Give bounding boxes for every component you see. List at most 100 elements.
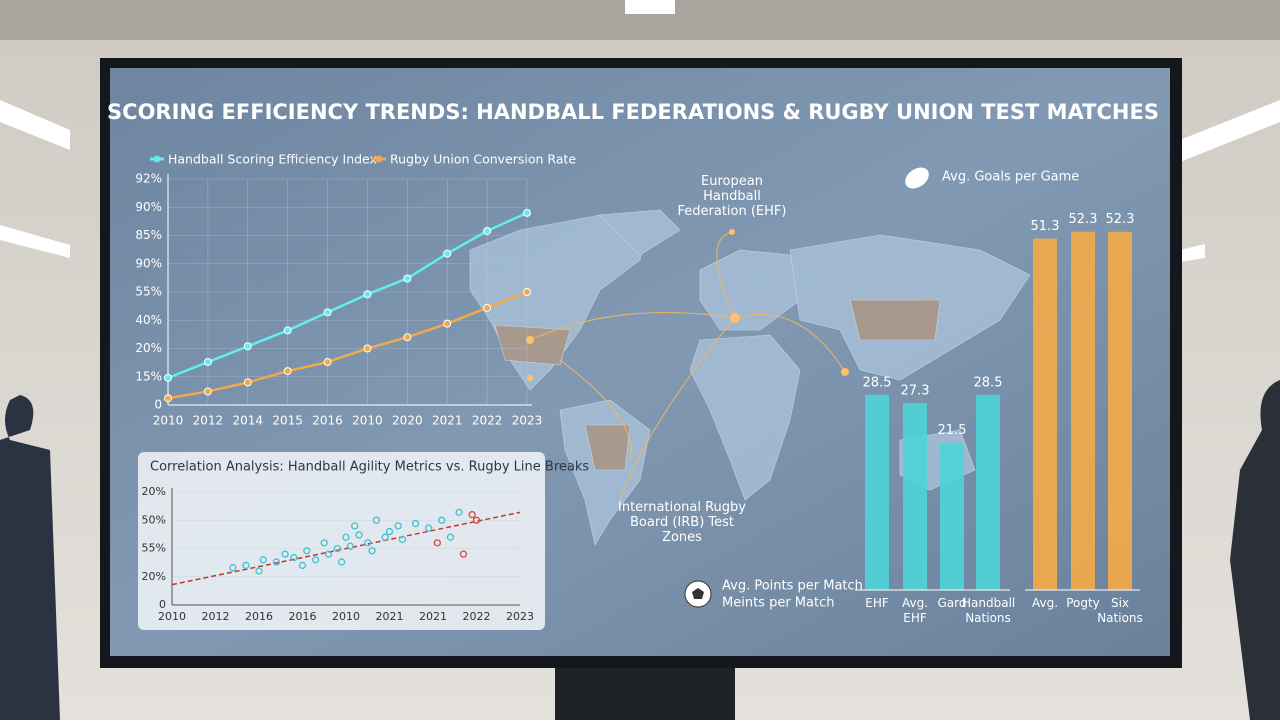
x-tick-label: 2022 (472, 414, 503, 428)
point (323, 358, 332, 367)
trend-line (171, 511, 521, 586)
y-tick-label: 20% (135, 341, 162, 355)
value-label: 28.5 (863, 375, 892, 390)
ceiling-light (0, 100, 70, 150)
x-tick-label: 2016 (289, 610, 317, 623)
point (472, 516, 481, 524)
point (523, 288, 531, 296)
bar (903, 402, 927, 590)
point (229, 564, 237, 572)
value-label: 21.5 (938, 423, 967, 438)
person (0, 395, 60, 720)
x-tick-label: 2014 (233, 414, 264, 428)
point (403, 333, 412, 342)
soccer-ball-icon (692, 588, 704, 599)
point (255, 567, 263, 575)
y-tick-label: 85% (135, 228, 162, 242)
legend-swatch (375, 155, 383, 163)
world-map (469, 209, 1031, 546)
point (272, 558, 281, 566)
x-tick-label: 2021 (419, 610, 447, 623)
y-tick-label: 55% (135, 285, 162, 299)
map-label: International Rugby Board (IRB) Test Zon… (618, 500, 746, 545)
x-tick-label: 2020 (392, 414, 423, 428)
point (398, 535, 407, 544)
point (468, 510, 476, 519)
x-tick-label: 2012 (202, 610, 230, 623)
y-tick-label: 20% (142, 570, 166, 583)
point (333, 544, 341, 553)
highlight-region (584, 424, 631, 471)
x-tick-label: 2012 (193, 414, 224, 428)
continent (599, 209, 681, 256)
x-tick-label: 2010 (332, 610, 360, 623)
point (523, 208, 531, 217)
arc (734, 313, 846, 373)
point (311, 556, 320, 564)
dashboard-title: SCORING EFFICIENCY TRENDS: HANDBALL FEDE… (107, 100, 1159, 124)
legend-label: Avg. Points per Match (722, 579, 863, 594)
point (368, 547, 376, 555)
bar (1108, 231, 1132, 590)
point (259, 556, 268, 564)
x-tick-label: 2016 (245, 610, 273, 623)
x-tick-label: 2016 (312, 414, 343, 428)
y-tick-label: 20% (142, 485, 166, 498)
y-tick-label: 0 (159, 598, 166, 611)
hotspot (526, 336, 534, 344)
point (364, 539, 372, 547)
x-tick-label: EHF (865, 596, 889, 610)
point (323, 308, 332, 317)
x-tick-label: 2010 (153, 414, 184, 428)
map-label: European Handball Federation (EHF) (677, 174, 787, 219)
stand (555, 660, 735, 720)
point (455, 508, 463, 516)
y-tick-label: 0 (154, 398, 162, 412)
point (433, 539, 442, 547)
point (385, 527, 394, 536)
point (298, 561, 307, 570)
point (290, 553, 298, 562)
x-tick-label: 2010 (158, 610, 186, 623)
y-tick-label: 90% (135, 200, 162, 214)
bar (1033, 238, 1057, 590)
bar (976, 394, 1000, 590)
x-tick-label: 2010 (352, 414, 383, 428)
x-tick-label: 2023 (512, 414, 543, 428)
point (243, 342, 252, 351)
y-tick-label: 50% (142, 513, 166, 526)
hotspot (730, 313, 740, 323)
map-arcs (529, 231, 846, 501)
y-tick-label: 15% (135, 369, 162, 383)
ceiling-light (625, 0, 675, 14)
value-label: 28.5 (974, 375, 1003, 390)
y-tick-label: 55% (142, 542, 166, 555)
legend-label: Handball Scoring Efficiency Index (168, 152, 377, 167)
x-tick-label: 2023 (506, 610, 534, 623)
value-label: 52.3 (1106, 212, 1135, 227)
series-line (167, 211, 528, 380)
legend-label: Rugby Union Conversion Rate (390, 152, 576, 167)
y-tick-label: 40% (135, 313, 162, 327)
point (342, 533, 350, 541)
point (164, 394, 172, 403)
point (281, 550, 289, 558)
highlight-region (849, 299, 941, 341)
point (164, 373, 172, 382)
point (443, 319, 452, 328)
x-tick-label: 2021 (376, 610, 404, 623)
ceiling-light (1180, 244, 1205, 262)
point (320, 539, 328, 547)
continent (699, 249, 801, 331)
value-label: 27.3 (901, 383, 930, 398)
point (363, 290, 372, 299)
point (303, 547, 311, 555)
hotspot (841, 368, 849, 376)
bar (865, 394, 889, 590)
chart-title: Correlation Analysis: Handball Agility M… (150, 460, 589, 475)
x-tick-label: Handball Nations (962, 596, 1016, 625)
x-tick-label: Avg. EHF (901, 596, 929, 625)
arc (716, 231, 736, 319)
bar (940, 442, 964, 590)
